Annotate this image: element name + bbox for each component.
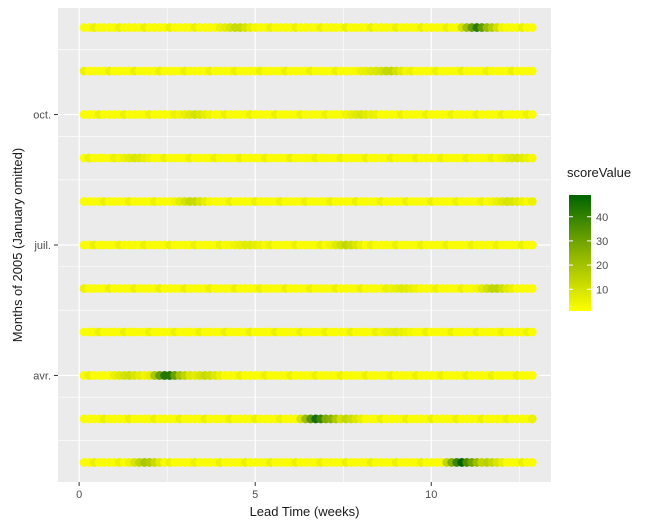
data-point	[527, 414, 537, 424]
y-tick-label: juil.	[33, 240, 51, 252]
x-tick-label: 0	[76, 489, 82, 501]
data-point	[527, 23, 537, 32]
data-point	[527, 240, 537, 250]
data-point	[527, 197, 537, 206]
y-axis: avr. juil. oct.	[33, 110, 58, 382]
data-point	[527, 110, 537, 119]
legend-break-label: 20	[596, 260, 608, 272]
x-tick-label: 10	[425, 489, 437, 501]
data-point	[527, 284, 537, 293]
x-tick-label: 5	[252, 489, 258, 501]
data-point	[527, 371, 537, 380]
data-point	[527, 327, 537, 337]
data-points	[79, 23, 537, 467]
x-axis-title: Lead Time (weeks)	[250, 504, 360, 519]
x-axis: 0 5 10	[76, 482, 437, 501]
legend-ticks: 10 20 30 40	[569, 212, 608, 296]
data-point	[527, 458, 537, 467]
y-axis-title: Months of 2005 (January omitted)	[10, 148, 25, 342]
legend: scoreValue 10 20 30 40	[567, 165, 631, 311]
legend-colorbar	[569, 195, 591, 311]
data-point	[527, 153, 537, 163]
y-tick-label: oct.	[33, 110, 51, 122]
data-point	[527, 66, 537, 76]
legend-break-label: 40	[596, 212, 608, 224]
y-tick-label: avr.	[33, 370, 51, 382]
legend-break-label: 10	[596, 284, 608, 296]
legend-break-label: 30	[596, 236, 608, 248]
legend-title: scoreValue	[567, 165, 631, 180]
